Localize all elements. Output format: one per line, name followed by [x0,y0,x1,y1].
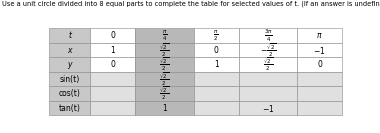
Text: $-1$: $-1$ [314,45,326,55]
Text: 1: 1 [162,104,167,113]
Bar [135,57,194,72]
Bar [49,57,90,72]
Bar [194,101,239,115]
Text: 0: 0 [110,31,115,40]
Bar [297,28,342,43]
Bar [239,57,297,72]
Text: $\frac{\pi}{2}$: $\frac{\pi}{2}$ [214,28,219,43]
Text: 1: 1 [110,45,115,55]
Text: 0: 0 [317,60,322,69]
Text: sin(t): sin(t) [60,74,80,84]
Bar [90,101,135,115]
Bar [135,86,194,101]
Text: $\frac{\pi}{4}$: $\frac{\pi}{4}$ [162,28,167,43]
Bar [135,101,194,115]
Bar [90,57,135,72]
Text: y: y [67,60,72,69]
Text: 1: 1 [214,60,218,69]
Bar [194,57,239,72]
Text: $\frac{\sqrt{2}}{2}$: $\frac{\sqrt{2}}{2}$ [160,85,169,103]
Text: $\frac{\sqrt{2}}{2}$: $\frac{\sqrt{2}}{2}$ [160,56,169,73]
Bar [297,101,342,115]
Text: $\pi$: $\pi$ [316,31,323,40]
Bar [49,43,90,57]
Bar [297,86,342,101]
Text: x: x [67,45,72,55]
Bar [239,101,297,115]
Bar [90,43,135,57]
Bar [49,28,90,43]
Bar [297,72,342,86]
Bar [297,43,342,57]
Bar [194,86,239,101]
Bar [49,86,90,101]
Text: Use a unit circle divided into 8 equal parts to complete the table for selected : Use a unit circle divided into 8 equal p… [2,1,380,7]
Text: tan(t): tan(t) [59,104,81,113]
Text: $\frac{\sqrt{2}}{2}$: $\frac{\sqrt{2}}{2}$ [160,70,169,88]
Bar [194,43,239,57]
Text: 0: 0 [214,45,218,55]
Text: $-\frac{\sqrt{2}}{2}$: $-\frac{\sqrt{2}}{2}$ [260,41,276,59]
Text: $-1$: $-1$ [262,103,274,114]
Bar [90,28,135,43]
Bar [239,43,297,57]
Bar [239,72,297,86]
Text: $\frac{\sqrt{2}}{2}$: $\frac{\sqrt{2}}{2}$ [160,41,169,59]
Text: t: t [68,31,71,40]
Bar [297,57,342,72]
Bar [239,86,297,101]
Bar [194,28,239,43]
Bar [49,72,90,86]
Bar [135,43,194,57]
Text: cos(t): cos(t) [59,89,81,98]
Text: $\frac{\sqrt{2}}{2}$: $\frac{\sqrt{2}}{2}$ [263,56,273,73]
Bar [90,86,135,101]
Text: 0: 0 [110,60,115,69]
Bar [135,28,194,43]
Bar [135,72,194,86]
Bar [90,72,135,86]
Bar [239,28,297,43]
Bar [194,72,239,86]
Text: $\frac{3\pi}{4}$: $\frac{3\pi}{4}$ [263,27,272,44]
Bar [49,101,90,115]
